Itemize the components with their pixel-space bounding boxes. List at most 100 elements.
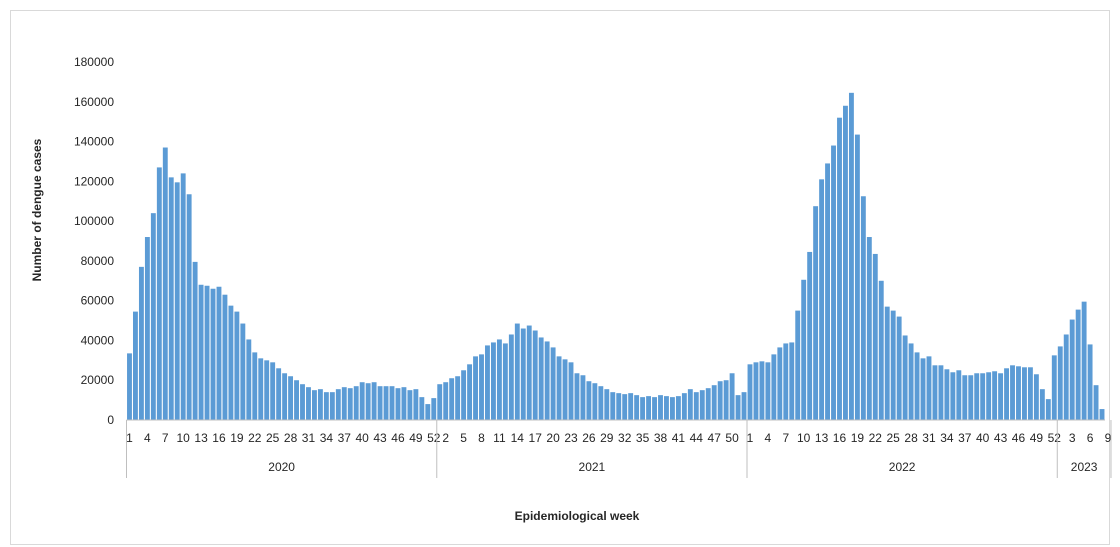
- bar: [210, 288, 216, 420]
- bar: [771, 354, 777, 420]
- bar: [538, 337, 544, 420]
- bar: [276, 368, 282, 420]
- x-tick-label: 52: [1048, 431, 1062, 445]
- bar: [1063, 334, 1069, 420]
- bar: [592, 383, 598, 420]
- y-tick-label: 20000: [81, 373, 115, 387]
- bar: [496, 339, 502, 420]
- bar: [168, 177, 174, 420]
- x-tick-label: 8: [478, 431, 485, 445]
- bar: [180, 173, 186, 420]
- bar: [329, 392, 335, 420]
- y-tick-label: 0: [107, 413, 114, 427]
- x-tick-label: 49: [409, 431, 423, 445]
- bar: [753, 362, 759, 420]
- bar: [520, 328, 526, 420]
- bar: [837, 117, 842, 420]
- bar: [950, 372, 956, 420]
- bar: [1081, 301, 1087, 420]
- bar: [335, 389, 341, 420]
- bar: [664, 396, 669, 420]
- bar: [306, 387, 311, 420]
- x-tick-label: 40: [356, 431, 370, 445]
- bar: [228, 305, 234, 420]
- bar: [938, 365, 944, 420]
- bar: [992, 371, 998, 420]
- bar: [717, 381, 723, 420]
- bar: [860, 196, 866, 420]
- bar: [968, 375, 974, 420]
- x-tick-label: 11: [493, 431, 506, 445]
- bar: [461, 370, 467, 420]
- bar: [807, 251, 813, 420]
- x-tick-label: 10: [177, 431, 191, 445]
- x-tick-label: 41: [672, 431, 686, 445]
- y-tick-label: 180000: [74, 55, 114, 69]
- bar: [490, 342, 496, 420]
- bar: [222, 294, 228, 420]
- bar: [693, 392, 699, 420]
- bar: [646, 396, 652, 420]
- year-label: 2020: [268, 460, 295, 474]
- bar: [562, 359, 568, 420]
- x-tick-label: 7: [162, 431, 169, 445]
- bar: [669, 397, 675, 420]
- y-tick-label: 140000: [74, 135, 114, 149]
- x-tick-label: 9: [1105, 431, 1112, 445]
- bar: [365, 383, 371, 420]
- bar: [479, 354, 484, 420]
- bar: [914, 352, 920, 420]
- x-tick-label: 25: [266, 431, 280, 445]
- x-tick-label: 23: [564, 431, 578, 445]
- bar: [705, 388, 711, 420]
- bar: [568, 362, 574, 420]
- x-tick-label: 5: [460, 431, 467, 445]
- bar: [192, 261, 198, 420]
- x-tick-label: 20: [546, 431, 560, 445]
- year-label: 2023: [1071, 460, 1098, 474]
- bar: [896, 316, 902, 420]
- bar: [848, 92, 854, 420]
- bar: [419, 397, 425, 420]
- x-tick-label: 34: [320, 431, 334, 445]
- bar: [383, 386, 389, 420]
- bar: [425, 404, 431, 420]
- x-tick-label: 49: [1030, 431, 1044, 445]
- bar: [974, 373, 980, 420]
- x-tick-label: 1: [747, 431, 754, 445]
- y-axis-title: Number of dengue cases: [30, 138, 44, 281]
- bar: [640, 397, 646, 420]
- bar: [1033, 374, 1039, 420]
- bar: [312, 390, 317, 420]
- bar: [282, 373, 288, 420]
- bar: [962, 375, 968, 420]
- x-tick-label: 40: [976, 431, 990, 445]
- bar: [526, 325, 532, 420]
- x-tick-label: 52: [427, 431, 441, 445]
- bar: [813, 206, 819, 420]
- bar: [347, 388, 353, 420]
- bar: [389, 386, 395, 420]
- bar: [138, 266, 144, 420]
- bar: [270, 362, 276, 420]
- x-tick-label: 44: [690, 431, 704, 445]
- bar: [616, 393, 622, 420]
- bar: [658, 395, 663, 420]
- bar: [162, 147, 168, 420]
- bar: [246, 339, 252, 420]
- bar: [359, 382, 365, 420]
- x-tick-label: 29: [600, 431, 614, 445]
- bar: [407, 390, 413, 420]
- bar: [890, 310, 896, 420]
- y-tick-label: 100000: [74, 214, 114, 228]
- bar: [216, 286, 222, 420]
- x-tick-label: 22: [869, 431, 883, 445]
- bar: [401, 387, 407, 420]
- bar: [377, 386, 383, 420]
- bar: [944, 369, 950, 420]
- bar: [902, 335, 908, 420]
- bar: [699, 390, 705, 420]
- x-tick-label: 13: [815, 431, 829, 445]
- bar: [550, 347, 556, 420]
